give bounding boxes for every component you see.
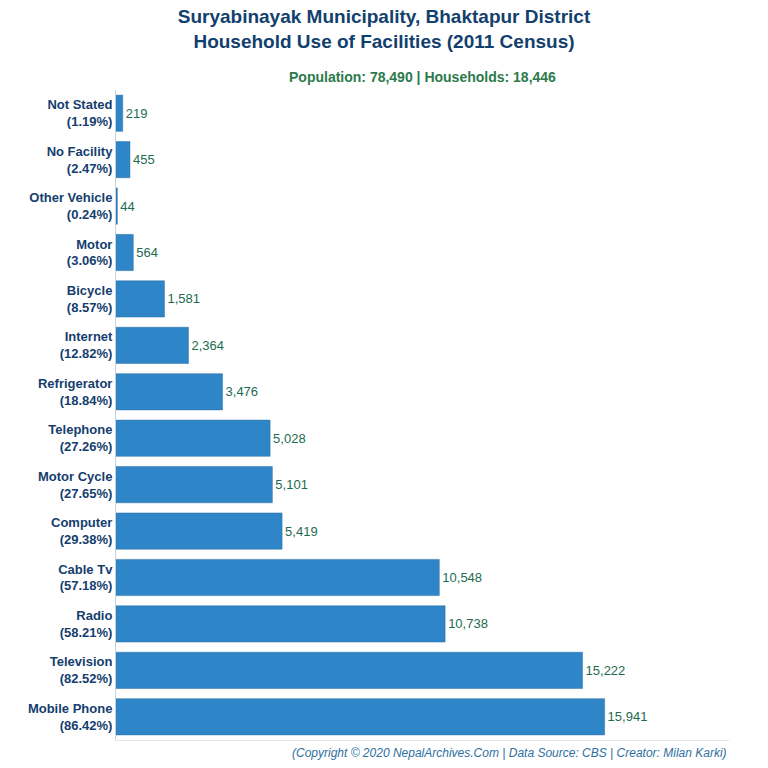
svg-text:2,364: 2,364 bbox=[191, 338, 224, 353]
svg-text:15,941: 15,941 bbox=[608, 709, 648, 724]
svg-text:219: 219 bbox=[126, 106, 148, 121]
svg-text:Suryabinayak Municipality, Bha: Suryabinayak Municipality, Bhaktapur Dis… bbox=[178, 6, 591, 52]
svg-text:564: 564 bbox=[136, 245, 158, 260]
svg-text:Motor(3.06%): Motor(3.06%) bbox=[67, 237, 113, 269]
svg-text:Other Vehicle(0.24%): Other Vehicle(0.24%) bbox=[29, 190, 112, 222]
svg-text:Telephone(27.26%): Telephone(27.26%) bbox=[48, 422, 112, 454]
svg-text:3,476: 3,476 bbox=[226, 384, 259, 399]
svg-text:455: 455 bbox=[133, 152, 155, 167]
svg-text:Cable Tv(57.18%): Cable Tv(57.18%) bbox=[58, 562, 113, 594]
svg-text:10,738: 10,738 bbox=[448, 616, 488, 631]
svg-text:5,101: 5,101 bbox=[275, 477, 308, 492]
svg-text:Bicycle(8.57%): Bicycle(8.57%) bbox=[67, 283, 113, 315]
svg-text:Radio(58.21%): Radio(58.21%) bbox=[60, 608, 113, 640]
svg-text:Not Stated(1.19%): Not Stated(1.19%) bbox=[47, 97, 112, 129]
svg-text:1,581: 1,581 bbox=[167, 291, 200, 306]
svg-text:5,419: 5,419 bbox=[285, 524, 318, 539]
svg-text:Motor Cycle(27.65%): Motor Cycle(27.65%) bbox=[38, 469, 112, 501]
svg-text:15,222: 15,222 bbox=[586, 663, 626, 678]
svg-text:Computer(29.38%): Computer(29.38%) bbox=[51, 515, 112, 547]
svg-text:Population: 78,490 | Household: Population: 78,490 | Households: 18,446 bbox=[289, 69, 556, 85]
svg-text:Internet(12.82%): Internet(12.82%) bbox=[60, 329, 113, 361]
svg-text:Television(82.52%): Television(82.52%) bbox=[50, 654, 113, 686]
svg-text:44: 44 bbox=[120, 199, 134, 214]
svg-text:Refrigerator(18.84%): Refrigerator(18.84%) bbox=[38, 376, 112, 408]
svg-text:No Facility(2.47%): No Facility(2.47%) bbox=[47, 144, 114, 176]
svg-text:5,028: 5,028 bbox=[273, 431, 306, 446]
svg-text:Mobile Phone(86.42%): Mobile Phone(86.42%) bbox=[28, 701, 113, 733]
svg-text:(Copyright © 2020 NepalArchive: (Copyright © 2020 NepalArchives.Com | Da… bbox=[292, 746, 727, 760]
svg-text:10,548: 10,548 bbox=[442, 570, 482, 585]
